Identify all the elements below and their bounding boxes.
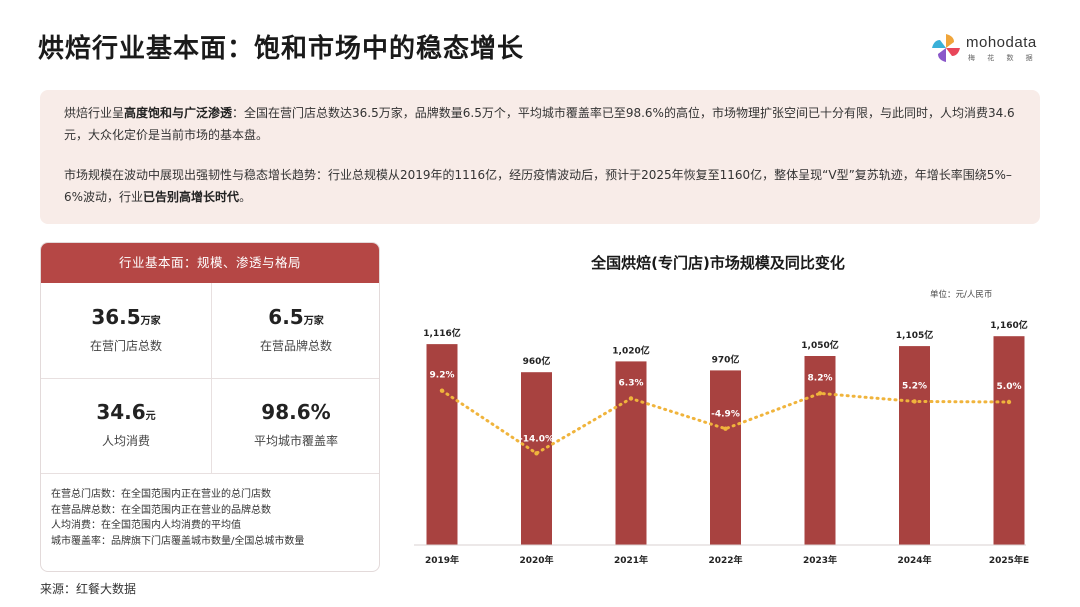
x-tick-label: 2021年: [614, 554, 648, 566]
summary-paragraph-1: 烘焙行业呈高度饱和与广泛渗透：全国在营门店总数达36.5万家，品牌数量6.5万个…: [64, 102, 1016, 146]
stat-brand-count: 6.5万家 在营品牌总数: [211, 283, 379, 378]
stat-number: 98.6%: [261, 400, 331, 424]
definition-item: 人均消费：在全国范围内人均消费的平均值: [51, 520, 241, 531]
yoy-label: 5.0%: [997, 382, 1022, 392]
x-tick-label: 2022年: [708, 554, 742, 566]
bar-value-label: 1,105亿: [896, 329, 933, 341]
yoy-point: [534, 451, 539, 456]
yoy-point: [1006, 399, 1012, 405]
summary-box: 烘焙行业呈高度饱和与广泛渗透：全国在营门店总数达36.5万家，品牌数量6.5万个…: [40, 90, 1040, 224]
yoy-point: [723, 426, 728, 431]
grid-divider: [41, 378, 379, 379]
x-tick-label: 2019年: [425, 554, 459, 566]
chart-title: 全国烘焙(专门店)市场规模及同比变化: [591, 254, 845, 272]
summary-highlight: 高度饱和与广泛渗透: [124, 106, 233, 120]
bar-value-label: 1,020亿: [612, 344, 649, 356]
bar-value-label: 970亿: [712, 353, 740, 365]
summary-paragraph-2: 市场规模在波动中展现出强韧性与稳态增长趋势：行业总规模从2019年的1116亿，…: [64, 164, 1016, 208]
summary-text: 。: [239, 190, 252, 204]
bar-value-label: 960亿: [523, 355, 551, 367]
unit-note: 单位：元/人民币: [930, 290, 993, 300]
bar-value-label: 1,050亿: [801, 339, 838, 351]
stat-value: 36.5万家: [41, 305, 211, 329]
source-note: 来源：红餐大数据: [40, 582, 137, 596]
stat-per-capita: 34.6元 人均消费: [41, 378, 211, 473]
bar-value-label: 1,116亿: [423, 327, 460, 339]
stat-city-coverage: 98.6% 平均城市覆盖率: [211, 378, 379, 473]
stat-unit: 万家: [140, 316, 161, 327]
definitions: 在营总门店数：在全国范围内正在营业的总门店数 在营品牌总数：在全国范围内正在营业…: [51, 487, 304, 549]
summary-highlight: 已告别高增长时代: [143, 190, 240, 204]
yoy-label: -14.0%: [519, 434, 554, 444]
bar-3: [710, 370, 741, 545]
stat-number: 6.5: [268, 305, 304, 329]
definition-item: 在营总门店数：在全国范围内正在营业的总门店数: [51, 489, 271, 500]
bar-4: [804, 356, 836, 545]
stat-value: 6.5万家: [211, 305, 379, 329]
x-tick-label: 2023年: [803, 554, 837, 566]
yoy-label: 9.2%: [430, 371, 455, 381]
stat-unit: 元: [145, 411, 156, 422]
stat-value: 98.6%: [211, 400, 379, 424]
stat-number: 34.6: [96, 400, 146, 424]
stat-label: 人均消费: [101, 434, 150, 448]
stat-number: 36.5: [91, 305, 141, 329]
bar-0: [426, 344, 458, 545]
definition-item: 城市覆盖率：品牌旗下门店覆盖城市数量/全国总城市数量: [51, 535, 305, 547]
summary-text: 烘焙行业呈: [64, 106, 125, 120]
yoy-label: 8.2%: [808, 373, 833, 383]
bar-2: [615, 361, 647, 545]
stat-label: 平均城市覆盖率: [253, 434, 338, 448]
x-tick-label: 2024年: [897, 554, 931, 566]
x-tick-label: 2025年E: [989, 554, 1029, 566]
grid-divider: [41, 473, 379, 474]
stat-label: 在营品牌总数: [259, 339, 332, 353]
pinwheel-logo-icon: [932, 34, 960, 62]
stat-value: 34.6元: [41, 400, 211, 424]
yoy-point: [439, 388, 445, 393]
bar-5: [899, 346, 930, 545]
x-tick-label: 2020年: [519, 554, 553, 566]
logo: mohodata 梅 花 数 据: [930, 32, 1050, 66]
yoy-point: [817, 391, 823, 396]
bar-value-label: 1,160亿: [990, 319, 1027, 331]
yoy-label: -4.9%: [711, 410, 740, 420]
yoy-point: [912, 399, 917, 404]
bar-1: [521, 372, 552, 545]
logo-text: mohodata: [966, 34, 1037, 51]
yoy-label: 6.3%: [619, 378, 644, 388]
stat-unit: 万家: [303, 316, 324, 327]
card-header: 行业基本面：规模、渗透与格局: [41, 243, 379, 283]
fundamentals-card: 行业基本面：规模、渗透与格局 36.5万家 在营门店总数 6.5万家 在营品牌总…: [40, 242, 380, 572]
stat-label: 在营门店总数: [89, 339, 162, 353]
page-title: 烘焙行业基本面：饱和市场中的稳态增长: [38, 34, 525, 64]
yoy-label: 5.2%: [902, 381, 927, 391]
yoy-point: [628, 396, 634, 401]
logo-subtext: 梅 花 数 据: [968, 54, 1038, 62]
definition-item: 在营品牌总数：在全国范围内正在营业的品牌总数: [51, 504, 271, 516]
stat-store-count: 36.5万家 在营门店总数: [41, 283, 211, 378]
summary-text: 市场规模在波动中展现出强韧性与稳态增长趋势：行业总规模从2019年的1116亿，…: [64, 168, 1012, 204]
summary-text: ：全国在营门店总数达36.5万家，品牌数量6.5万个，平均城市覆盖率已至98.6…: [64, 106, 1015, 142]
market-size-chart: 1,116亿 2019年 960亿 2020年 1,020亿 2021年 970亿 2022年…: [414, 319, 1029, 566]
stats-grid: 36.5万家 在营门店总数 6.5万家 在营品牌总数 34.6元 人均消费 98…: [41, 283, 379, 473]
bar-6: [993, 336, 1025, 545]
